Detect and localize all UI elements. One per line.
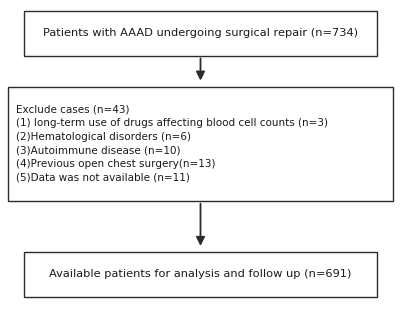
FancyBboxPatch shape — [8, 87, 393, 201]
FancyBboxPatch shape — [24, 11, 377, 56]
Text: Exclude cases (n=43)
(1) long-term use of drugs affecting blood cell counts (n=3: Exclude cases (n=43) (1) long-term use o… — [16, 105, 328, 183]
Text: Available patients for analysis and follow up (n=691): Available patients for analysis and foll… — [49, 269, 352, 279]
Text: Patients with AAAD undergoing surgical repair (n=734): Patients with AAAD undergoing surgical r… — [43, 28, 358, 38]
FancyBboxPatch shape — [24, 252, 377, 297]
